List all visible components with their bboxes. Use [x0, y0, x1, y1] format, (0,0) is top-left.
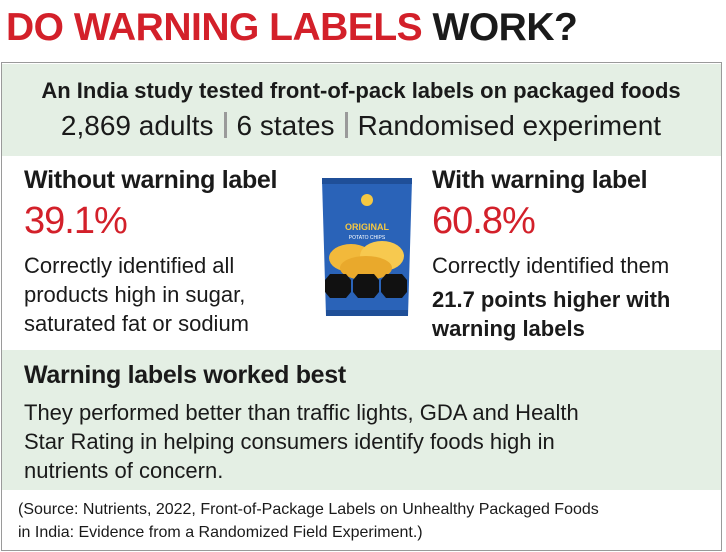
with-description: Correctly identified them [432, 251, 669, 280]
stat: 6 states [236, 110, 335, 141]
bag-product: POTATO CHIPS [349, 235, 386, 241]
with-heading: With warning label [432, 166, 648, 194]
source: (Source: Nutrients, 2022, Front-of-Packa… [18, 498, 599, 544]
intro-band [2, 64, 721, 156]
bag-seal [322, 178, 412, 184]
text-line: Star Rating in helping consumers identif… [24, 429, 555, 454]
title: DO WARNING LABELS WORK? [6, 6, 578, 50]
warning-octagon [325, 274, 351, 298]
text-line: Correctly identified them [432, 253, 670, 278]
without-heading: Without warning label [24, 166, 278, 194]
frame [1, 62, 722, 551]
bag-seal [326, 310, 408, 316]
warning-octagon [353, 274, 379, 298]
chip [340, 256, 392, 280]
text-line: in India: Evidence from a Randomized Fie… [18, 524, 423, 541]
title-red: DO WARNING LABELS [6, 6, 423, 49]
without-description: Correctly identified all products high i… [24, 251, 249, 338]
text-line: warning labels [432, 316, 585, 341]
text-line: nutrients of concern. [24, 458, 224, 483]
warning-octagon [381, 274, 407, 298]
stat: Randomised experiment [357, 110, 662, 141]
stat: 2,869 adults [60, 110, 214, 141]
intro-stats: 2,869 adults 6 states Randomised experimen… [0, 110, 722, 142]
title-black: WORK? [432, 6, 578, 49]
with-percent: 60.8% [432, 200, 536, 242]
text-line: They performed better than traffic light… [24, 400, 579, 425]
conclusion-body: They performed better than traffic light… [24, 398, 579, 485]
conclusion-heading: Warning labels worked best [24, 361, 346, 389]
text-line: (Source: Nutrients, 2022, Front-of-Packa… [18, 501, 599, 518]
text-line: products high in sugar, [24, 282, 246, 307]
chips-bag: ORIGINAL POTATO CHIPS [322, 178, 412, 316]
text-line: saturated fat or sodium [24, 311, 250, 336]
intro-line: An India study tested front-of-pack labe… [41, 78, 681, 103]
separator [344, 112, 348, 138]
conclusion-band [2, 350, 721, 490]
text-line: 21.7 points higher with [432, 287, 671, 312]
with-highlight: 21.7 points higher with warning labels [432, 285, 670, 343]
sun-logo [361, 194, 373, 206]
text-line: Correctly identified all [24, 253, 235, 278]
bag-brand: ORIGINAL [345, 222, 390, 232]
separator [223, 112, 227, 138]
without-percent: 39.1% [24, 200, 128, 242]
